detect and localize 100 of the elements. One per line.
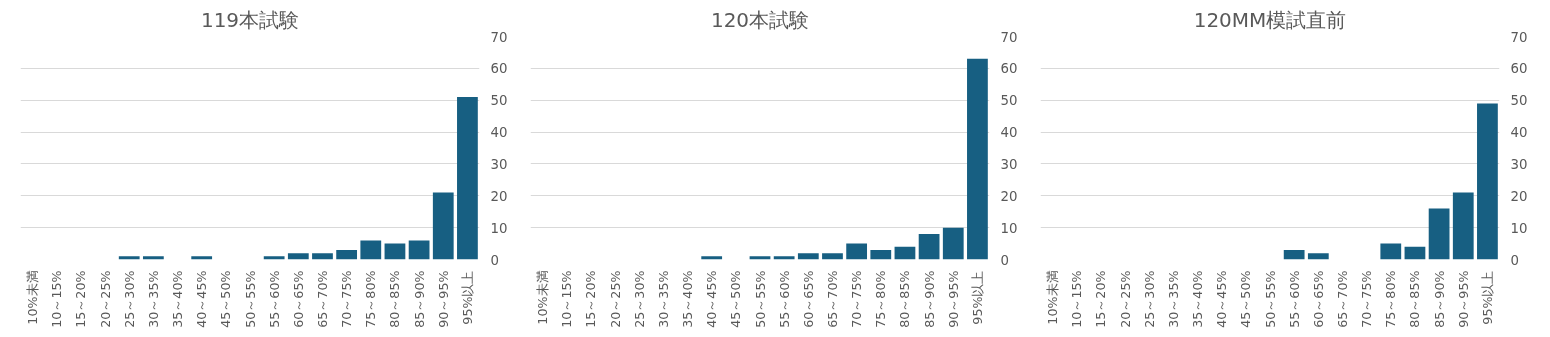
bar <box>432 192 454 260</box>
bar <box>1380 243 1402 260</box>
y-tick-label: 40 <box>490 125 508 141</box>
bar <box>287 253 309 260</box>
bar <box>1477 103 1498 260</box>
x-tick-label: 20～25% <box>607 270 623 328</box>
x-tick-label: 30～35% <box>655 270 671 328</box>
bar <box>191 256 213 260</box>
x-tick-label: 60～65% <box>290 270 306 328</box>
x-tick-label: 20～25% <box>1117 270 1133 328</box>
y-tick-label: 40 <box>1000 125 1018 141</box>
y-tick-label: 10 <box>1510 220 1528 236</box>
bar <box>894 246 916 260</box>
x-tick-label: 40～45% <box>704 270 720 328</box>
y-tick-label: 60 <box>1510 61 1528 77</box>
bar <box>846 243 868 260</box>
x-tick-label: 15～20% <box>1093 270 1109 328</box>
x-tick-label: 45～50% <box>218 270 234 328</box>
y-tick-label: 30 <box>490 156 508 172</box>
bar <box>336 249 358 260</box>
bar <box>797 253 819 260</box>
x-tick-label: 65～70% <box>314 270 330 328</box>
x-tick-label: 85～90% <box>1431 270 1447 328</box>
bar <box>822 253 843 260</box>
x-tick-label: 45～50% <box>728 270 744 328</box>
bar <box>773 256 795 260</box>
x-tick-label: 15～20% <box>73 270 89 328</box>
x-tick-label: 75～80% <box>363 270 379 328</box>
x-tick-label: 50～55% <box>752 270 768 328</box>
x-tick-label: 60～65% <box>800 270 816 328</box>
x-tick-label: 80～85% <box>387 270 403 328</box>
bar <box>967 58 988 260</box>
x-tick-label: 10～15% <box>49 270 65 328</box>
x-tick-label: 40～45% <box>1214 270 1230 328</box>
x-tick-label: 35～40% <box>170 270 186 328</box>
x-tick-label: 95%以上 <box>969 270 985 325</box>
bar <box>312 253 333 260</box>
y-tick-label: 40 <box>1510 125 1528 141</box>
x-tick-label: 85～90% <box>411 270 427 328</box>
y-tick-label: 50 <box>490 93 508 109</box>
bar <box>749 256 771 260</box>
x-tick-label: 90～95% <box>945 270 961 328</box>
x-tick-label: 95%以上 <box>459 270 475 325</box>
bar <box>118 256 140 260</box>
bar <box>1452 192 1474 260</box>
x-tick-label: 25～30% <box>1141 270 1157 328</box>
x-tick-label: 30～35% <box>145 270 161 328</box>
x-tick-label: 10%未満 <box>1045 270 1061 325</box>
bar <box>942 227 964 260</box>
x-tick-label: 55～60% <box>266 270 282 328</box>
y-tick-label: 60 <box>490 61 508 77</box>
x-tick-label: 25～30% <box>631 270 647 328</box>
x-tick-label: 75～80% <box>1383 270 1399 328</box>
y-tick-label: 30 <box>1510 156 1528 172</box>
y-tick-label: 10 <box>1000 220 1018 236</box>
bar <box>360 240 382 260</box>
y-tick-label: 50 <box>1000 93 1018 109</box>
x-tick-label: 35～40% <box>1190 270 1206 328</box>
bar <box>384 243 406 260</box>
bar <box>1428 208 1450 260</box>
x-tick-label: 90～95% <box>435 270 451 328</box>
x-tick-label: 80～85% <box>897 270 913 328</box>
x-tick-label: 70～75% <box>849 270 865 328</box>
x-tick-label: 55～60% <box>1286 270 1302 328</box>
chart-title: 120本試験 <box>710 7 810 32</box>
y-tick-label: 60 <box>1000 61 1018 77</box>
chart-title: 119本試験 <box>200 7 300 32</box>
x-tick-label: 10%未満 <box>535 270 551 325</box>
bar <box>870 249 892 260</box>
x-tick-label: 55～60% <box>776 270 792 328</box>
y-tick-label: 50 <box>1510 93 1528 109</box>
y-tick-label: 30 <box>1000 156 1018 172</box>
x-tick-label: 15～20% <box>583 270 599 328</box>
y-tick-label: 0 <box>1510 252 1519 268</box>
x-tick-label: 10～15% <box>1069 270 1085 328</box>
x-tick-label: 95%以上 <box>1479 270 1495 325</box>
y-tick-label: 20 <box>1000 188 1018 204</box>
x-tick-label: 70～75% <box>1359 270 1375 328</box>
y-tick-label: 20 <box>1510 188 1528 204</box>
y-tick-label: 70 <box>1510 29 1528 45</box>
bar <box>457 97 478 260</box>
y-tick-label: 70 <box>1000 29 1018 45</box>
x-tick-label: 35～40% <box>680 270 696 328</box>
bar <box>142 256 164 260</box>
x-tick-label: 75～80% <box>873 270 889 328</box>
bar <box>408 240 430 260</box>
x-tick-label: 20～25% <box>97 270 113 328</box>
bar <box>1307 253 1329 260</box>
chart-title: 120MM模試直前 <box>1193 7 1347 32</box>
bar <box>1283 249 1305 260</box>
y-tick-label: 0 <box>1000 252 1009 268</box>
y-tick-label: 0 <box>490 252 499 268</box>
y-tick-label: 20 <box>490 188 508 204</box>
x-tick-label: 65～70% <box>824 270 840 328</box>
x-tick-label: 65～70% <box>1334 270 1350 328</box>
x-tick-label: 85～90% <box>921 270 937 328</box>
bar <box>918 234 940 260</box>
x-tick-label: 30～35% <box>1165 270 1181 328</box>
x-tick-label: 80～85% <box>1407 270 1423 328</box>
x-tick-label: 50～55% <box>1262 270 1278 328</box>
